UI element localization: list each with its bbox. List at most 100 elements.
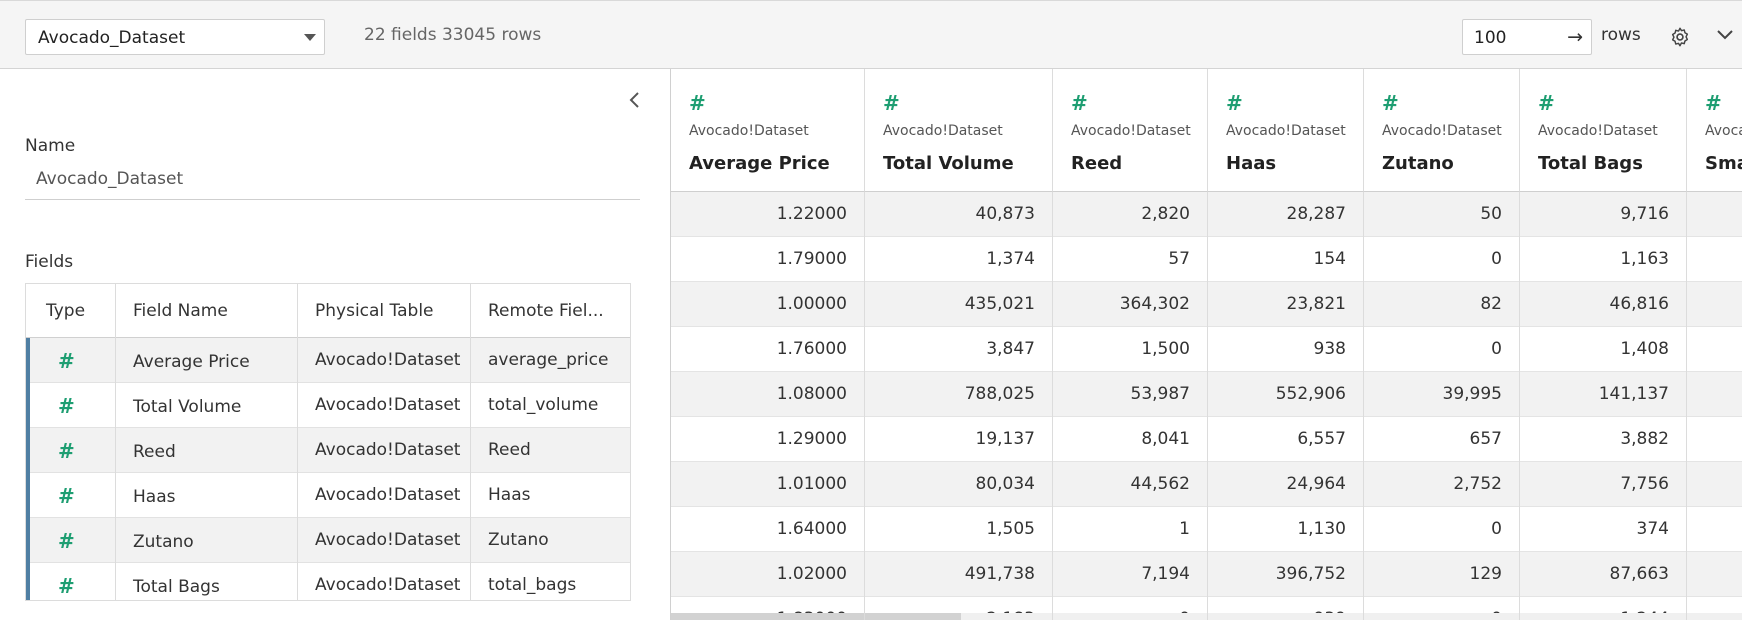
remote-field: Zutano: [488, 530, 549, 550]
physical-table: Avocado!Dataset: [315, 575, 461, 595]
table-row: 1.76000 3,847 1,500 938 0 1,408: [671, 327, 1742, 372]
table-cell: 0: [1491, 339, 1502, 359]
column-name: Zutano: [1382, 153, 1454, 174]
collapse-panel-icon[interactable]: [626, 89, 644, 111]
remote-field: total_volume: [488, 395, 599, 415]
table-cell: 1: [1179, 519, 1190, 539]
name-field[interactable]: Avocado_Dataset: [25, 166, 640, 200]
physical-table: Avocado!Dataset: [315, 530, 461, 550]
table-cell: 141,137: [1598, 384, 1669, 404]
row-accent-bar: [26, 518, 30, 563]
table-row[interactable]: # Haas Avocado!Dataset Haas: [26, 473, 630, 518]
number-icon: #: [58, 394, 75, 418]
scrollbar-thumb[interactable]: [671, 613, 961, 620]
toolbar: Avocado_Dataset 22 fields 33045 rows 100…: [0, 0, 1742, 69]
table-cell: 1.29000: [776, 429, 847, 449]
table-row[interactable]: # Average Price Avocado!Dataset average_…: [26, 338, 630, 383]
column-header[interactable]: # Avocado!Dataset Zutano: [1364, 69, 1520, 192]
column-header[interactable]: # Avocado!Dataset Reed: [1053, 69, 1208, 192]
datasource-select[interactable]: Avocado_Dataset: [25, 19, 325, 55]
physical-table: Avocado!Dataset: [315, 350, 461, 370]
table-cell: 1.79000: [776, 249, 847, 269]
number-icon: #: [58, 484, 75, 508]
column-divider: [470, 284, 471, 600]
table-row: 1.79000 1,374 57 154 0 1,163: [671, 237, 1742, 282]
table-cell: 1,505: [986, 519, 1035, 539]
row-accent-bar: [26, 428, 30, 473]
column-header-type[interactable]: Type: [46, 301, 86, 321]
table-cell: 40,873: [975, 204, 1035, 224]
datasource-select-value: Avocado_Dataset: [38, 28, 186, 48]
table-cell: 46,816: [1609, 294, 1669, 314]
column-divider: [1519, 192, 1520, 620]
rows-count-input[interactable]: 100 →: [1462, 19, 1592, 55]
arrow-right-icon[interactable]: →: [1567, 26, 1583, 48]
table-cell: 491,738: [964, 564, 1035, 584]
column-divider: [864, 192, 865, 620]
table-cell: 24,964: [1286, 474, 1346, 494]
column-name: Reed: [1071, 153, 1123, 174]
column-header[interactable]: # Avocado!Dataset Average Price: [671, 69, 865, 192]
table-cell: 7,194: [1141, 564, 1190, 584]
table-cell: 7,756: [1620, 474, 1669, 494]
table-cell: 552,906: [1275, 384, 1346, 404]
column-divider: [1207, 192, 1208, 620]
dropdown-caret-icon: [304, 34, 316, 41]
column-header[interactable]: # Avocado!Dataset Haas: [1208, 69, 1364, 192]
table-cell: 374: [1636, 519, 1669, 539]
field-name: Total Volume: [133, 397, 242, 417]
fields-table-header: Type Field Name Physical Table Remote Fi…: [26, 284, 630, 338]
column-source: Avocado!Dataset: [1226, 123, 1346, 139]
remote-field: Reed: [488, 440, 531, 460]
column-name: Total Volume: [883, 153, 1014, 174]
table-cell: 129: [1469, 564, 1502, 584]
table-cell: 57: [1168, 249, 1190, 269]
table-cell: 19,137: [975, 429, 1035, 449]
datasource-stats: 22 fields 33045 rows: [364, 25, 542, 45]
table-cell: 87,663: [1609, 564, 1669, 584]
rows-label: rows: [1601, 25, 1641, 45]
table-cell: 1,163: [1620, 249, 1669, 269]
number-icon: #: [58, 529, 75, 553]
column-header[interactable]: # Avoca Sma: [1687, 69, 1742, 192]
number-icon: #: [1705, 91, 1722, 115]
field-name: Zutano: [133, 532, 194, 552]
table-cell: 0: [1491, 519, 1502, 539]
fields-table: Type Field Name Physical Table Remote Fi…: [25, 283, 631, 601]
table-cell: 788,025: [964, 384, 1035, 404]
table-cell: 1.76000: [776, 339, 847, 359]
field-name: Reed: [133, 442, 176, 462]
table-cell: 2,752: [1453, 474, 1502, 494]
table-cell: 1.22000: [776, 204, 847, 224]
column-source: Avocado!Dataset: [1071, 123, 1191, 139]
column-name: Average Price: [689, 153, 830, 174]
row-accent-bar: [26, 563, 30, 600]
table-row[interactable]: # Reed Avocado!Dataset Reed: [26, 428, 630, 473]
remote-field: total_bags: [488, 575, 577, 595]
table-cell: 3,847: [986, 339, 1035, 359]
column-source: Avocado!Dataset: [689, 123, 809, 139]
table-cell: 1,500: [1141, 339, 1190, 359]
column-header[interactable]: # Avocado!Dataset Total Bags: [1520, 69, 1687, 192]
row-accent-bar: [26, 338, 30, 383]
physical-table: Avocado!Dataset: [315, 395, 461, 415]
column-header-field-name[interactable]: Field Name: [133, 301, 228, 321]
column-header[interactable]: # Avocado!Dataset Total Volume: [865, 69, 1053, 192]
horizontal-scrollbar[interactable]: [671, 613, 1742, 620]
table-cell: 1.00000: [776, 294, 847, 314]
chevron-down-icon[interactable]: [1716, 28, 1734, 42]
column-header-remote-field[interactable]: Remote Fiel...: [488, 301, 604, 321]
table-cell: 1,130: [1297, 519, 1346, 539]
rows-count-value: 100: [1474, 28, 1507, 48]
column-name: Sma: [1705, 153, 1742, 174]
number-icon: #: [1071, 91, 1088, 115]
table-cell: 28,287: [1286, 204, 1346, 224]
table-cell: 2,820: [1141, 204, 1190, 224]
table-cell: 23,821: [1286, 294, 1346, 314]
table-row[interactable]: # Total Volume Avocado!Dataset total_vol…: [26, 383, 630, 428]
table-row[interactable]: # Total Bags Avocado!Dataset total_bags: [26, 563, 630, 600]
table-row[interactable]: # Zutano Avocado!Dataset Zutano: [26, 518, 630, 563]
gear-icon[interactable]: [1669, 26, 1691, 48]
row-accent-bar: [26, 383, 30, 428]
column-header-physical-table[interactable]: Physical Table: [315, 301, 434, 321]
